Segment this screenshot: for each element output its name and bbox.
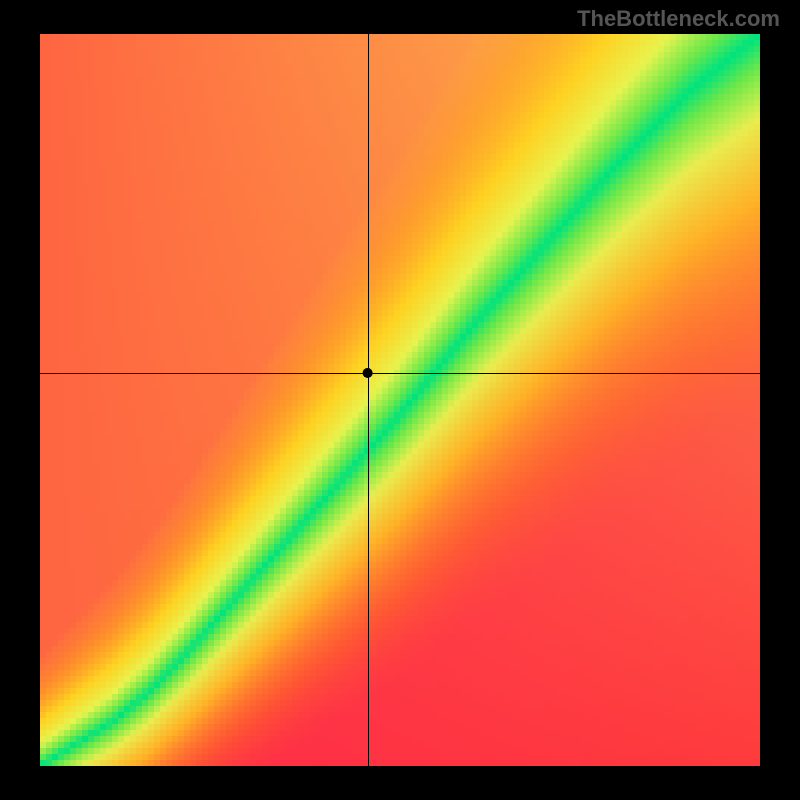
bottleneck-heatmap [40,34,760,766]
chart-container: TheBottleneck.com [0,0,800,800]
watermark-text: TheBottleneck.com [577,6,780,32]
